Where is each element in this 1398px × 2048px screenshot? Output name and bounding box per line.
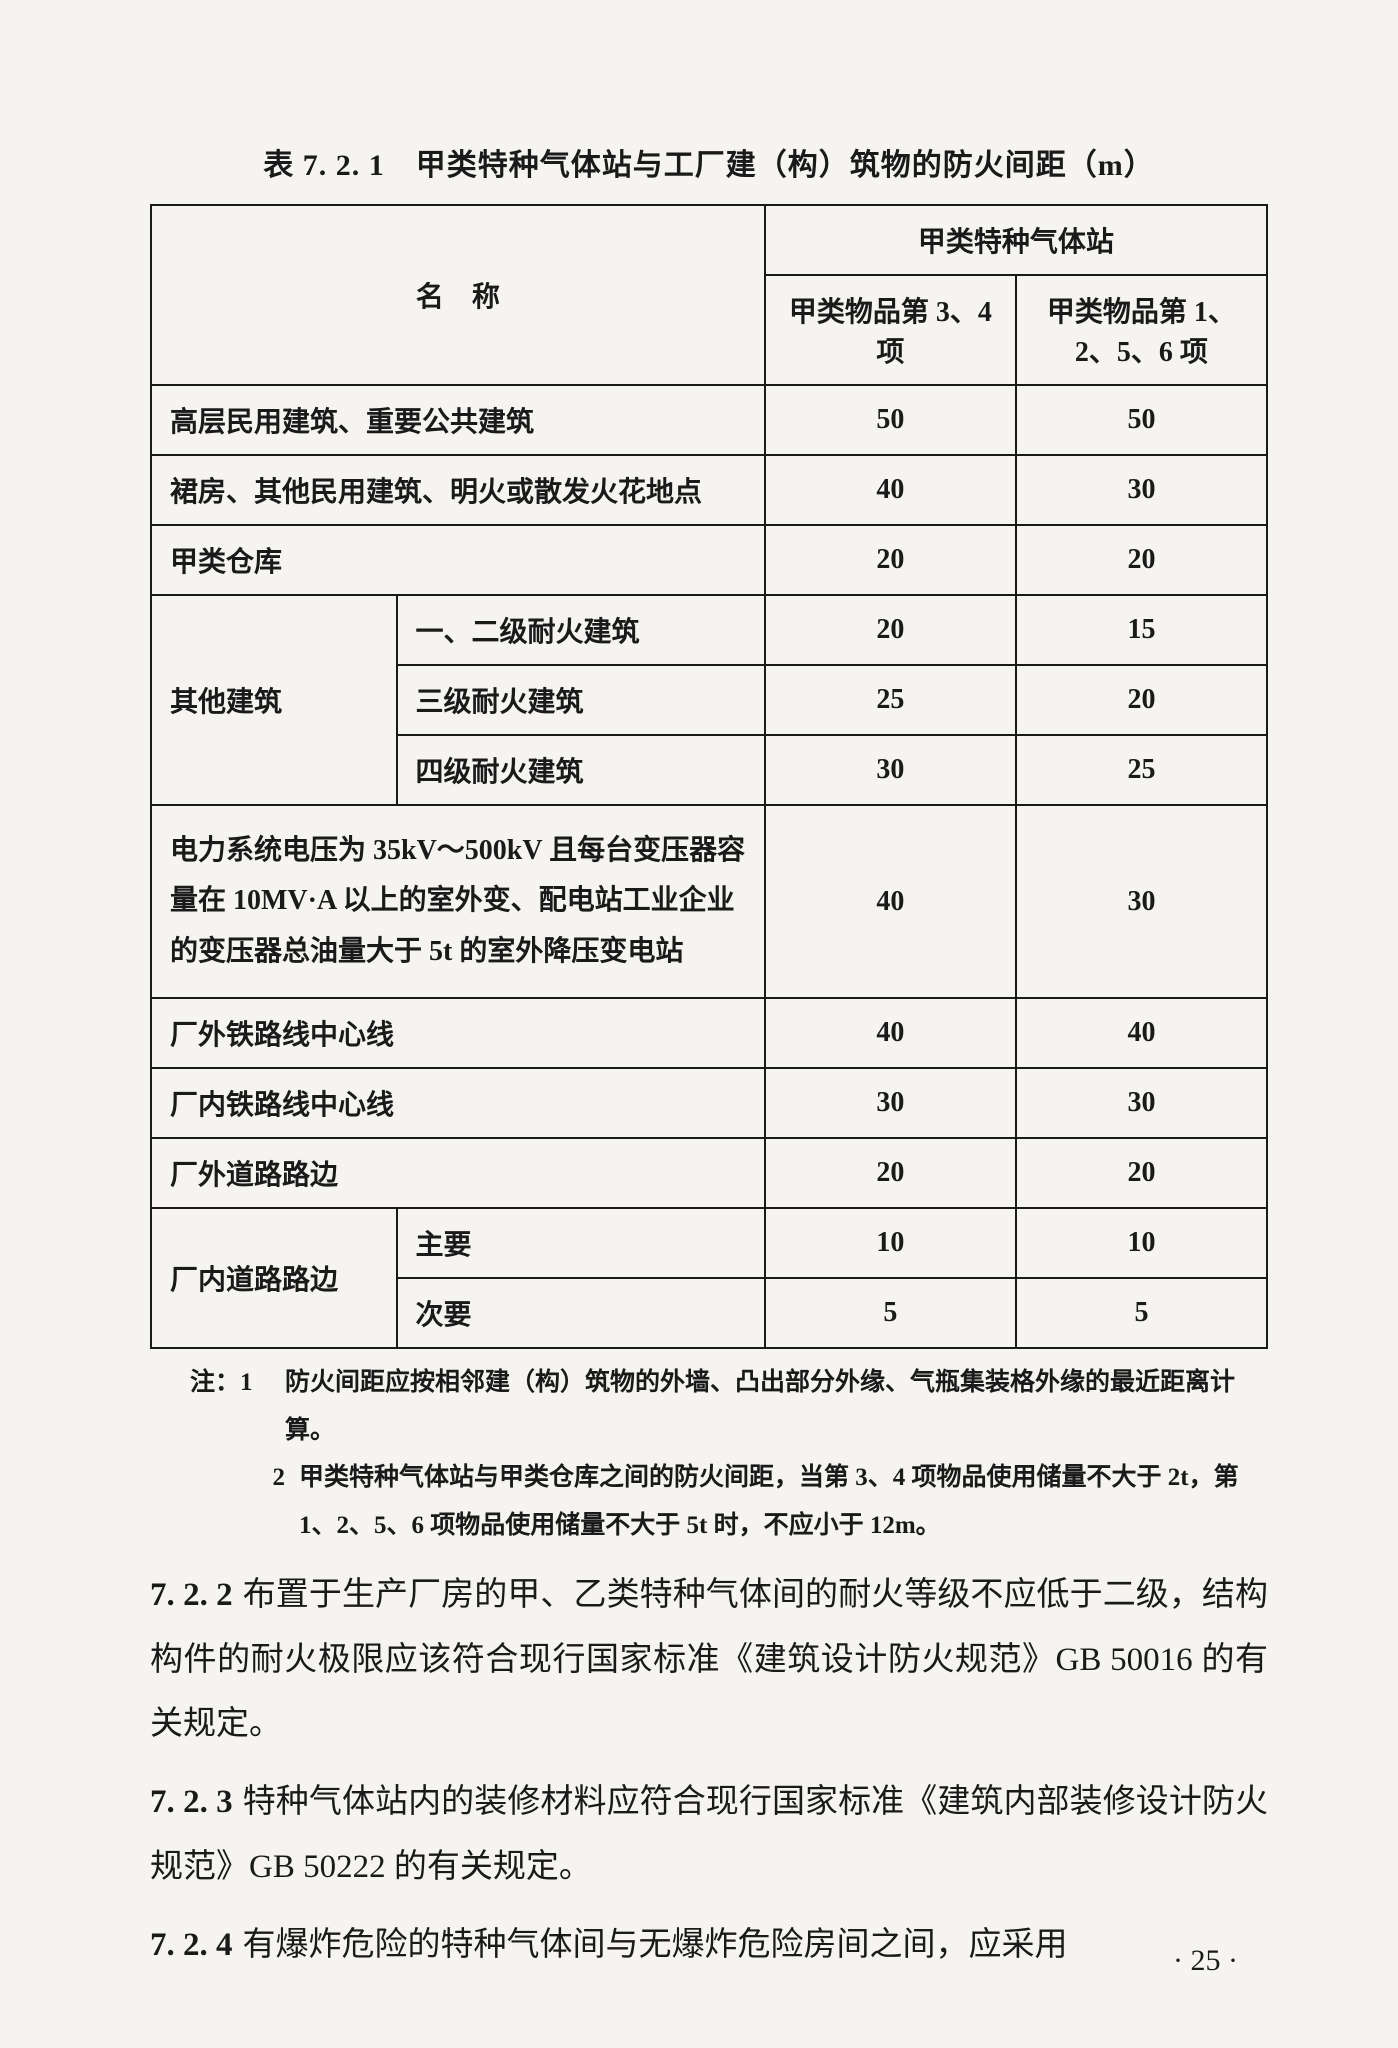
row-name: 厂外铁路线中心线 xyxy=(151,998,765,1068)
note-2: 2 甲类特种气体站与甲类仓库之间的防火间距，当第 3、4 项物品使用储量不大于 … xyxy=(190,1454,1268,1549)
row-val-2: 50 xyxy=(1016,385,1267,455)
col-header-group: 甲类特种气体站 xyxy=(765,205,1267,275)
row-val-2: 10 xyxy=(1016,1208,1267,1278)
note-1: 注：1 防火间距应按相邻建（构）筑物的外墙、凸出部分外缘、气瓶集装格外缘的最近距… xyxy=(190,1359,1268,1454)
row-name: 高层民用建筑、重要公共建筑 xyxy=(151,385,765,455)
row-name: 裙房、其他民用建筑、明火或散发火花地点 xyxy=(151,455,765,525)
row-val-2: 20 xyxy=(1016,1138,1267,1208)
row-group-name: 厂内道路路边 xyxy=(151,1208,397,1348)
row-name: 三级耐火建筑 xyxy=(397,665,765,735)
document-page: 表 7. 2. 1 甲类特种气体站与工厂建（构）筑物的防火间距（m） 名称 甲类… xyxy=(0,0,1398,2048)
row-val-1: 40 xyxy=(765,998,1016,1068)
row-val-1: 40 xyxy=(765,455,1016,525)
row-name: 厂外道路路边 xyxy=(151,1138,765,1208)
table-row: 厂外铁路线中心线 40 40 xyxy=(151,998,1267,1068)
row-val-1: 25 xyxy=(765,665,1016,735)
row-name: 厂内铁路线中心线 xyxy=(151,1068,765,1138)
row-val-2: 15 xyxy=(1016,595,1267,665)
section-7-2-3: 7. 2. 3特种气体站内的装修材料应符合现行国家标准《建筑内部装修设计防火规范… xyxy=(150,1770,1268,1899)
table-row: 厂内铁路线中心线 30 30 xyxy=(151,1068,1267,1138)
section-7-2-4: 7. 2. 4 有爆炸危险的特种气体间与无爆炸危险房间之间，应采用 xyxy=(150,1913,1268,1977)
row-val-1: 10 xyxy=(765,1208,1016,1278)
table-row: 甲类仓库 20 20 xyxy=(151,525,1267,595)
section-number: 7. 2. 3 xyxy=(150,1784,233,1820)
row-val-1: 30 xyxy=(765,735,1016,805)
note-2-body: 甲类特种气体站与甲类仓库之间的防火间距，当第 3、4 项物品使用储量不大于 2t… xyxy=(299,1454,1268,1549)
row-val-2: 5 xyxy=(1016,1278,1267,1348)
section-number: 7. 2. 2 xyxy=(150,1577,233,1613)
row-name: 四级耐火建筑 xyxy=(397,735,765,805)
table-notes: 注：1 防火间距应按相邻建（构）筑物的外墙、凸出部分外缘、气瓶集装格外缘的最近距… xyxy=(150,1359,1268,1549)
row-val-2: 40 xyxy=(1016,998,1267,1068)
table-row: 高层民用建筑、重要公共建筑 50 50 xyxy=(151,385,1267,455)
section-number: 7. 2. 4 xyxy=(150,1927,233,1963)
section-text: 有爆炸危险的特种气体间与无爆炸危险房间之间，应采用 xyxy=(243,1927,1068,1963)
page-number: · 25 · xyxy=(1173,1944,1238,1978)
table-row: 电力系统电压为 35kV～500kV 且每台变压器容量在 10MV·A 以上的室… xyxy=(151,805,1267,998)
row-val-2: 20 xyxy=(1016,665,1267,735)
row-val-1: 20 xyxy=(765,595,1016,665)
table-row: 裙房、其他民用建筑、明火或散发火花地点 40 30 xyxy=(151,455,1267,525)
row-val-2: 30 xyxy=(1016,1068,1267,1138)
note-2-label: 2 xyxy=(190,1454,299,1549)
row-val-1: 5 xyxy=(765,1278,1016,1348)
row-val-1: 20 xyxy=(765,525,1016,595)
fire-distance-table: 名称 甲类特种气体站 甲类物品第 3、4 项 甲类物品第 1、2、5、6 项 高… xyxy=(150,204,1268,1349)
table-header-row-1: 名称 甲类特种气体站 xyxy=(151,205,1267,275)
row-name: 一、二级耐火建筑 xyxy=(397,595,765,665)
section-text: 布置于生产厂房的甲、乙类特种气体间的耐火等级不应低于二级，结构构件的耐火极限应该… xyxy=(150,1577,1268,1742)
table-row: 厂外道路路边 20 20 xyxy=(151,1138,1267,1208)
table-row: 其他建筑 一、二级耐火建筑 20 15 xyxy=(151,595,1267,665)
section-7-2-2: 7. 2. 2布置于生产厂房的甲、乙类特种气体间的耐火等级不应低于二级，结构构件… xyxy=(150,1563,1268,1756)
row-val-1: 40 xyxy=(765,805,1016,998)
col-header-2: 甲类物品第 1、2、5、6 项 xyxy=(1016,275,1267,385)
row-val-1: 50 xyxy=(765,385,1016,455)
table-caption: 表 7. 2. 1 甲类特种气体站与工厂建（构）筑物的防火间距（m） xyxy=(150,140,1268,184)
row-name: 甲类仓库 xyxy=(151,525,765,595)
row-name: 次要 xyxy=(397,1278,765,1348)
section-text: 特种气体站内的装修材料应符合现行国家标准《建筑内部装修设计防火规范》GB 502… xyxy=(150,1784,1268,1884)
table-row: 厂内道路路边 主要 10 10 xyxy=(151,1208,1267,1278)
col-header-name: 名称 xyxy=(151,205,765,385)
row-group-name: 其他建筑 xyxy=(151,595,397,805)
row-val-2: 25 xyxy=(1016,735,1267,805)
row-val-2: 20 xyxy=(1016,525,1267,595)
row-val-1: 30 xyxy=(765,1068,1016,1138)
row-val-2: 30 xyxy=(1016,455,1267,525)
row-val-1: 20 xyxy=(765,1138,1016,1208)
row-name: 主要 xyxy=(397,1208,765,1278)
note-1-body: 防火间距应按相邻建（构）筑物的外墙、凸出部分外缘、气瓶集装格外缘的最近距离计算。 xyxy=(285,1359,1268,1454)
row-val-2: 30 xyxy=(1016,805,1267,998)
col-header-1: 甲类物品第 3、4 项 xyxy=(765,275,1016,385)
row-name: 电力系统电压为 35kV～500kV 且每台变压器容量在 10MV·A 以上的室… xyxy=(151,805,765,998)
note-1-label: 注：1 xyxy=(190,1359,285,1454)
